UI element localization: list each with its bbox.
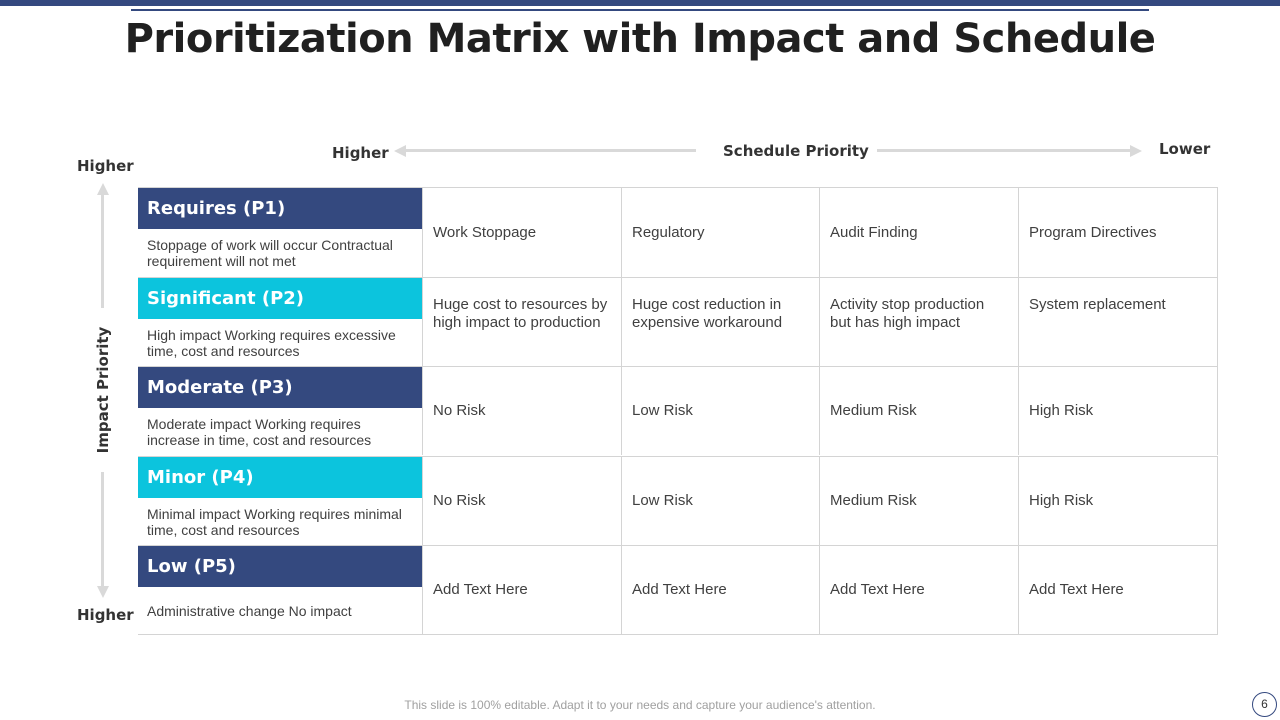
schedule-axis-left-label: Higher [332,144,389,162]
matrix-cell: Medium Risk [820,367,1019,455]
footer-note: This slide is 100% editable. Adapt it to… [404,698,876,712]
matrix-row-p4: Minor (P4) Minimal impact Working requir… [138,456,1218,545]
arrow-left-icon [394,145,406,157]
matrix-cell: Program Directives [1019,188,1218,277]
schedule-axis-right-label: Lower [1159,140,1211,158]
arrow-up-icon [97,183,109,195]
matrix-cell: No Risk [423,367,622,455]
row-description: Moderate impact Working requires increas… [147,416,372,448]
impact-axis-top-label: Higher [77,157,134,175]
matrix-cell: Add Text Here [622,546,820,634]
arrow-right-icon [1130,145,1142,157]
matrix-cell: Audit Finding [820,188,1019,277]
impact-axis-line-bottom [101,472,104,588]
matrix-cell: High Risk [1019,457,1218,545]
matrix-cell: Low Risk [622,457,820,545]
row-description: Minimal impact Working requires minimal … [147,506,402,538]
row-description: Stoppage of work will occur Contractual … [147,237,393,269]
schedule-axis-title: Schedule Priority [723,142,869,160]
matrix-row-p2: Significant (P2) High impact Working req… [138,277,1218,366]
matrix-row-p5: Low (P5) Administrative change No impact… [138,545,1218,634]
row-description: Administrative change No impact [147,603,352,619]
matrix-cell: System replacement [1019,278,1218,366]
row-label-cell: Significant (P2) High impact Working req… [138,278,423,366]
row-heading: Minor (P4) [138,457,422,498]
row-heading: Requires (P1) [138,188,422,229]
row-heading: Significant (P2) [138,278,422,319]
row-description: High impact Working requires excessive t… [147,327,396,359]
matrix-row-p1: Requires (P1) Stoppage of work will occu… [138,188,1218,277]
matrix-cell: Work Stoppage [423,188,622,277]
title-rule [131,9,1149,11]
impact-axis-title: Impact Priority [94,326,112,454]
page-number: 6 [1252,692,1277,717]
arrow-down-icon [97,586,109,598]
matrix-cell: Add Text Here [1019,546,1218,634]
matrix-row-p3: Moderate (P3) Moderate impact Working re… [138,366,1218,455]
row-label-cell: Minor (P4) Minimal impact Working requir… [138,457,423,545]
matrix-cell: No Risk [423,457,622,545]
matrix-cell: Add Text Here [423,546,622,634]
schedule-axis-line-left [404,149,696,152]
row-label-cell: Moderate (P3) Moderate impact Working re… [138,367,423,455]
row-label-cell: Low (P5) Administrative change No impact [138,546,423,634]
schedule-axis-line-right [877,149,1133,152]
row-heading: Low (P5) [138,546,422,587]
matrix-cell: Huge cost to resources by high impact to… [423,278,622,366]
priority-matrix: Requires (P1) Stoppage of work will occu… [138,187,1218,635]
matrix-cell: Huge cost reduction in expensive workaro… [622,278,820,366]
page-title: Prioritization Matrix with Impact and Sc… [124,16,1156,62]
matrix-cell: Regulatory [622,188,820,277]
row-label-cell: Requires (P1) Stoppage of work will occu… [138,188,423,277]
impact-axis-bottom-label: Higher [77,606,134,624]
matrix-cell: Add Text Here [820,546,1019,634]
top-accent-bar [0,0,1280,6]
impact-axis-line-top [101,193,104,308]
matrix-cell: Medium Risk [820,457,1019,545]
row-heading: Moderate (P3) [138,367,422,408]
matrix-cell: Activity stop production but has high im… [820,278,1019,366]
matrix-cell: Low Risk [622,367,820,455]
matrix-cell: High Risk [1019,367,1218,455]
